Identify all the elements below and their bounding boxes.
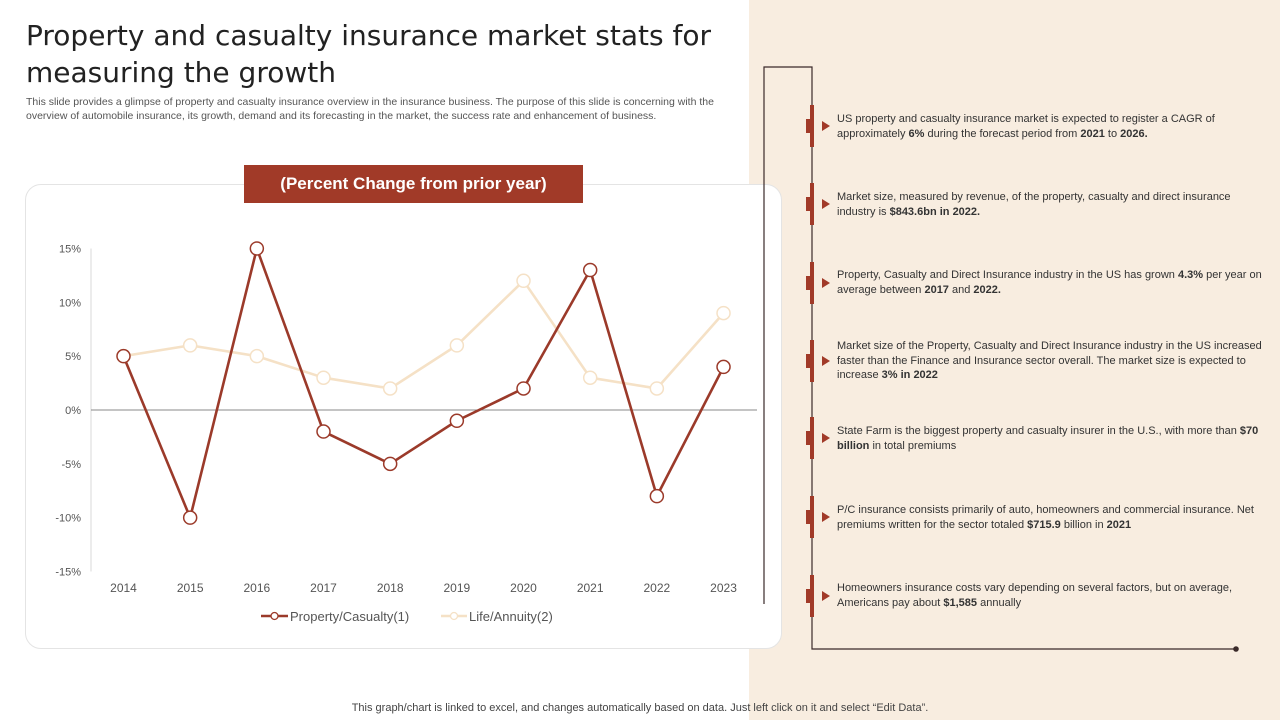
- stat-note: US property and casualty insurance marke…: [837, 113, 1215, 140]
- stat-note: Market size of the Property, Casualty an…: [837, 340, 1262, 381]
- data-point: [382, 456, 398, 472]
- y-tick-label: 0%: [65, 405, 81, 417]
- y-tick-label: 5%: [65, 351, 81, 363]
- page-title: Property and casualty insurance market s…: [26, 19, 711, 89]
- data-point: [449, 338, 465, 353]
- x-tick-label: 2015: [177, 581, 204, 595]
- timeline-block: [806, 510, 814, 524]
- x-tick-label: 2017: [310, 581, 337, 595]
- timeline-block: [806, 197, 814, 211]
- x-tick-label: 2019: [443, 581, 470, 595]
- x-tick-label: 2023: [710, 581, 737, 595]
- data-point: [649, 488, 665, 504]
- data-point: [516, 381, 531, 396]
- data-point: [382, 381, 398, 396]
- data-point: [249, 241, 265, 256]
- data-point: [582, 370, 598, 385]
- stat-note: Market size, measured by revenue, of the…: [837, 191, 1231, 218]
- footer-note: This graph/chart is linked to excel, and…: [351, 702, 929, 714]
- y-tick-label: -15%: [55, 567, 81, 579]
- page-subtitle: This slide provides a glimpse of propert…: [26, 96, 714, 122]
- y-tick-label: -5%: [61, 459, 81, 471]
- timeline-block: [806, 276, 814, 290]
- stat-note: P/C insurance consists primarily of auto…: [837, 504, 1254, 531]
- legend-life-annuity-marker: [449, 611, 459, 621]
- data-point: [516, 273, 531, 289]
- timeline-arrow-icon: [822, 433, 830, 443]
- series-line-property-casualty: [122, 247, 725, 519]
- timeline-end-dot: [1233, 646, 1239, 652]
- x-tick-label: 2022: [644, 581, 671, 595]
- right-panel-background: [749, 0, 1280, 720]
- x-tick-label: 2021: [577, 581, 604, 595]
- data-point: [449, 413, 465, 429]
- data-point: [316, 370, 331, 385]
- data-point: [116, 348, 131, 364]
- timeline-block: [806, 354, 814, 368]
- stat-note: Homeowners insurance costs vary dependin…: [837, 582, 1232, 609]
- series-line-life-annuity: [123, 279, 725, 390]
- stat-note: Property, Casualty and Direct Insurance …: [837, 269, 1262, 296]
- legend-property-casualty-label: Property/Casualty(1): [290, 609, 409, 624]
- data-point: [249, 348, 265, 364]
- stat-note: State Farm is the biggest property and c…: [837, 425, 1259, 452]
- y-tick-label: -10%: [55, 513, 81, 525]
- x-tick-label: 2020: [510, 581, 537, 595]
- x-tick-label: 2016: [243, 581, 270, 595]
- data-point: [182, 338, 198, 353]
- x-tick-label: 2018: [377, 581, 404, 595]
- timeline-arrow-icon: [822, 278, 830, 288]
- legend-property-casualty-marker: [270, 611, 279, 621]
- data-point: [582, 262, 598, 278]
- data-point: [316, 424, 331, 439]
- chart-card[interactable]: [25, 184, 782, 649]
- data-point: [182, 510, 198, 525]
- timeline-arrow-icon: [822, 199, 830, 209]
- y-tick-label: 10%: [59, 297, 81, 309]
- timeline-block: [806, 431, 814, 445]
- data-point: [716, 359, 731, 375]
- x-tick-label: 2014: [110, 581, 137, 595]
- timeline-line: [763, 66, 1236, 650]
- timeline-arrow-icon: [822, 591, 830, 601]
- timeline-arrow-icon: [822, 356, 830, 366]
- y-tick-label: 15%: [59, 244, 81, 256]
- chart-header: (Percent Change from prior year): [244, 165, 583, 203]
- timeline-arrow-icon: [822, 121, 830, 131]
- legend-life-annuity-label: Life/Annuity(2): [469, 609, 553, 624]
- timeline-arrow-icon: [822, 512, 830, 522]
- data-point: [716, 305, 731, 321]
- timeline-block: [806, 589, 814, 603]
- timeline-block: [806, 119, 814, 133]
- data-point: [649, 381, 665, 396]
